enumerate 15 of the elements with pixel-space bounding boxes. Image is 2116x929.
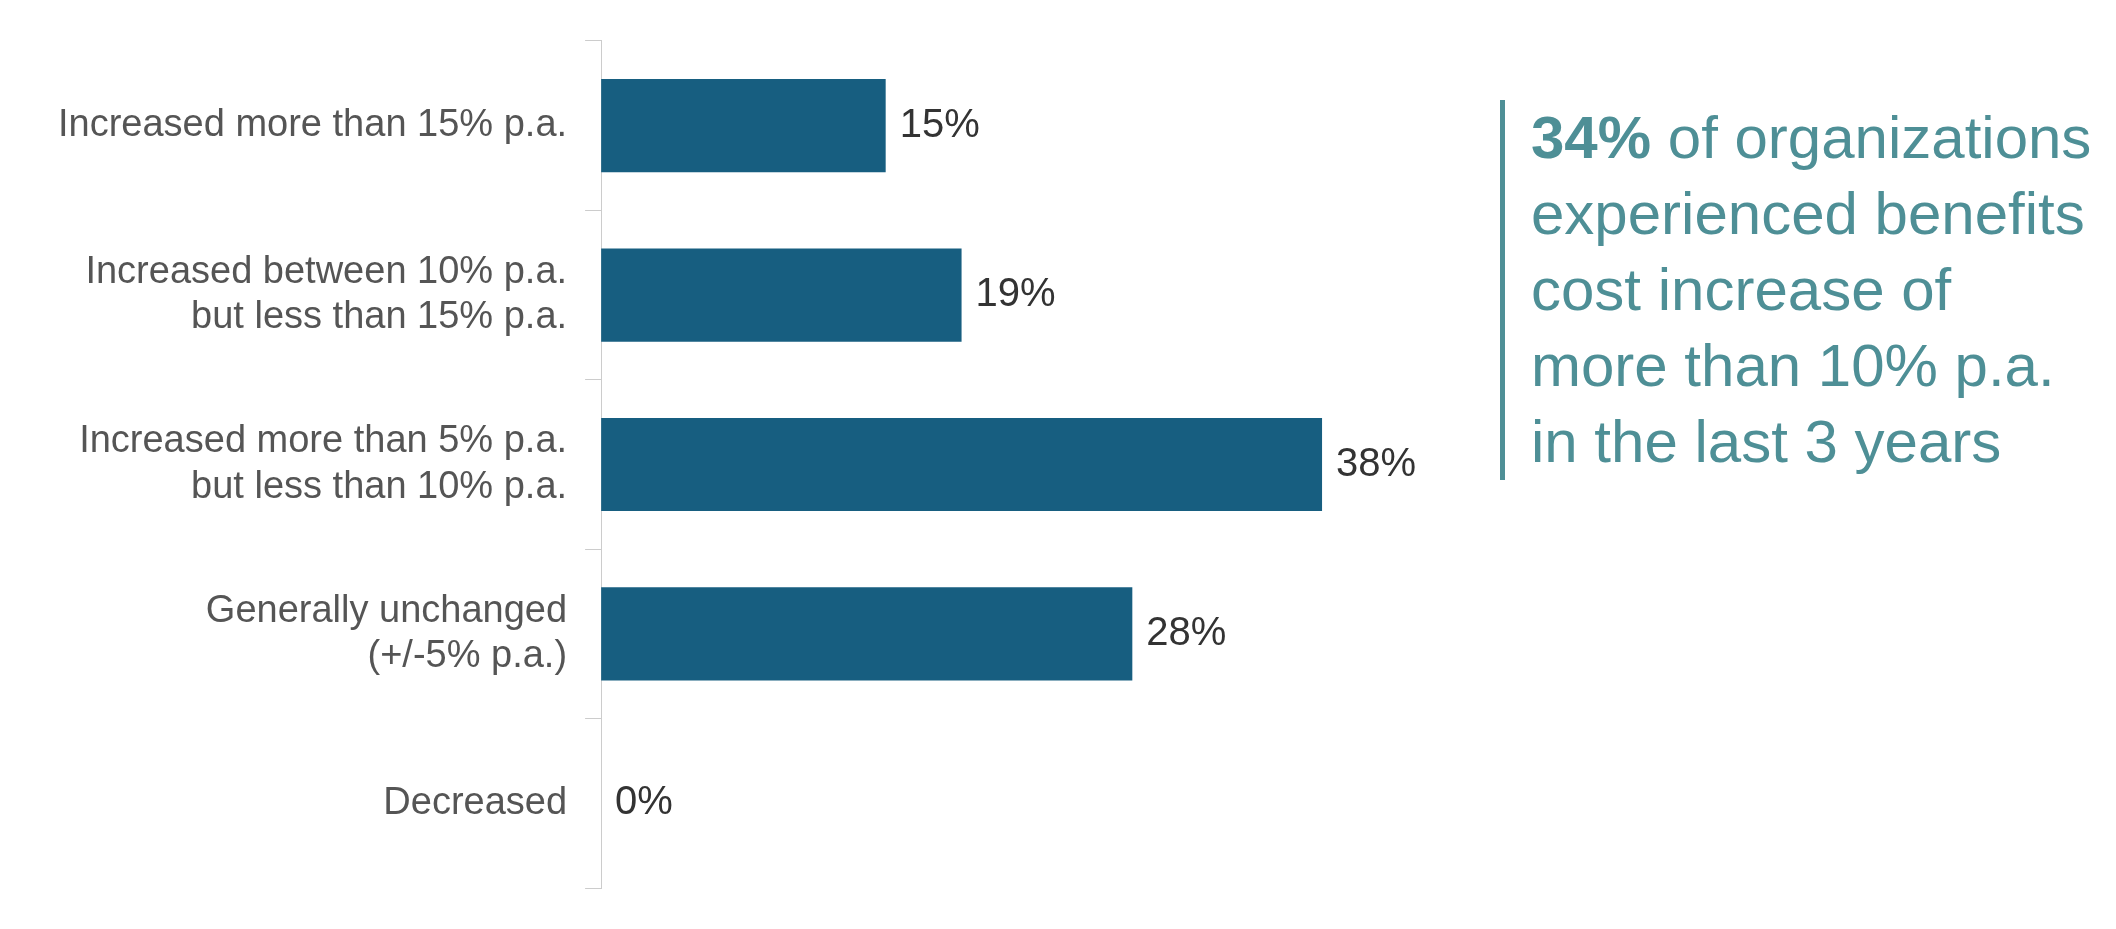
- data-label: 38%: [1336, 439, 1417, 484]
- y-tick-label: Increased more than 5% p.a. but less than 10% p.a.: [79, 418, 568, 506]
- y-tick-label: Increased between 10% p.a. but less than 15% p.a.: [85, 248, 568, 337]
- bar: [601, 417, 1323, 512]
- text: 34% of organizations experienced benefits cost increase of more than 10% p.a. in the last 3 years: [1500, 100, 2101, 480]
- y-tick-label: Decreased: [383, 779, 568, 822]
- bar: [601, 248, 962, 342]
- y-tick-label: Increased more than 15% p.a.: [57, 102, 568, 145]
- data-label: 0%: [615, 778, 673, 823]
- data-label: 15%: [899, 100, 980, 145]
- data-label: 28%: [1146, 609, 1227, 654]
- bar: [601, 587, 1133, 681]
- data-label: 19%: [975, 270, 1056, 315]
- y-tick-label: Generally unchanged (+/-5% p.a.): [205, 587, 568, 676]
- bar: [601, 78, 886, 173]
